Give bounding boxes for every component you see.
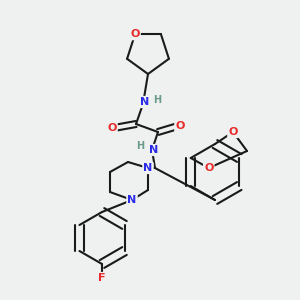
Text: N: N (140, 97, 150, 107)
Text: H: H (153, 95, 161, 105)
Text: O: O (228, 127, 238, 137)
Text: N: N (143, 163, 153, 173)
Text: O: O (175, 121, 185, 131)
Text: O: O (107, 123, 117, 133)
Text: F: F (98, 273, 106, 283)
Text: O: O (130, 29, 140, 39)
Text: H: H (136, 141, 144, 151)
Text: N: N (149, 145, 159, 155)
Text: O: O (204, 163, 213, 173)
Text: N: N (128, 195, 136, 205)
